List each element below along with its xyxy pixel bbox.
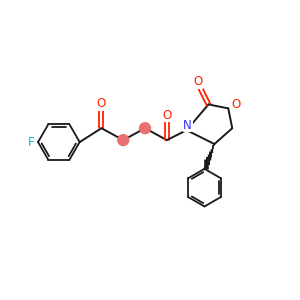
- Text: O: O: [97, 97, 106, 110]
- Text: O: O: [232, 98, 241, 111]
- Text: O: O: [193, 75, 202, 88]
- Circle shape: [140, 123, 151, 134]
- Text: F: F: [28, 136, 34, 148]
- Text: O: O: [162, 109, 172, 122]
- Text: N: N: [183, 119, 192, 132]
- Circle shape: [118, 135, 129, 146]
